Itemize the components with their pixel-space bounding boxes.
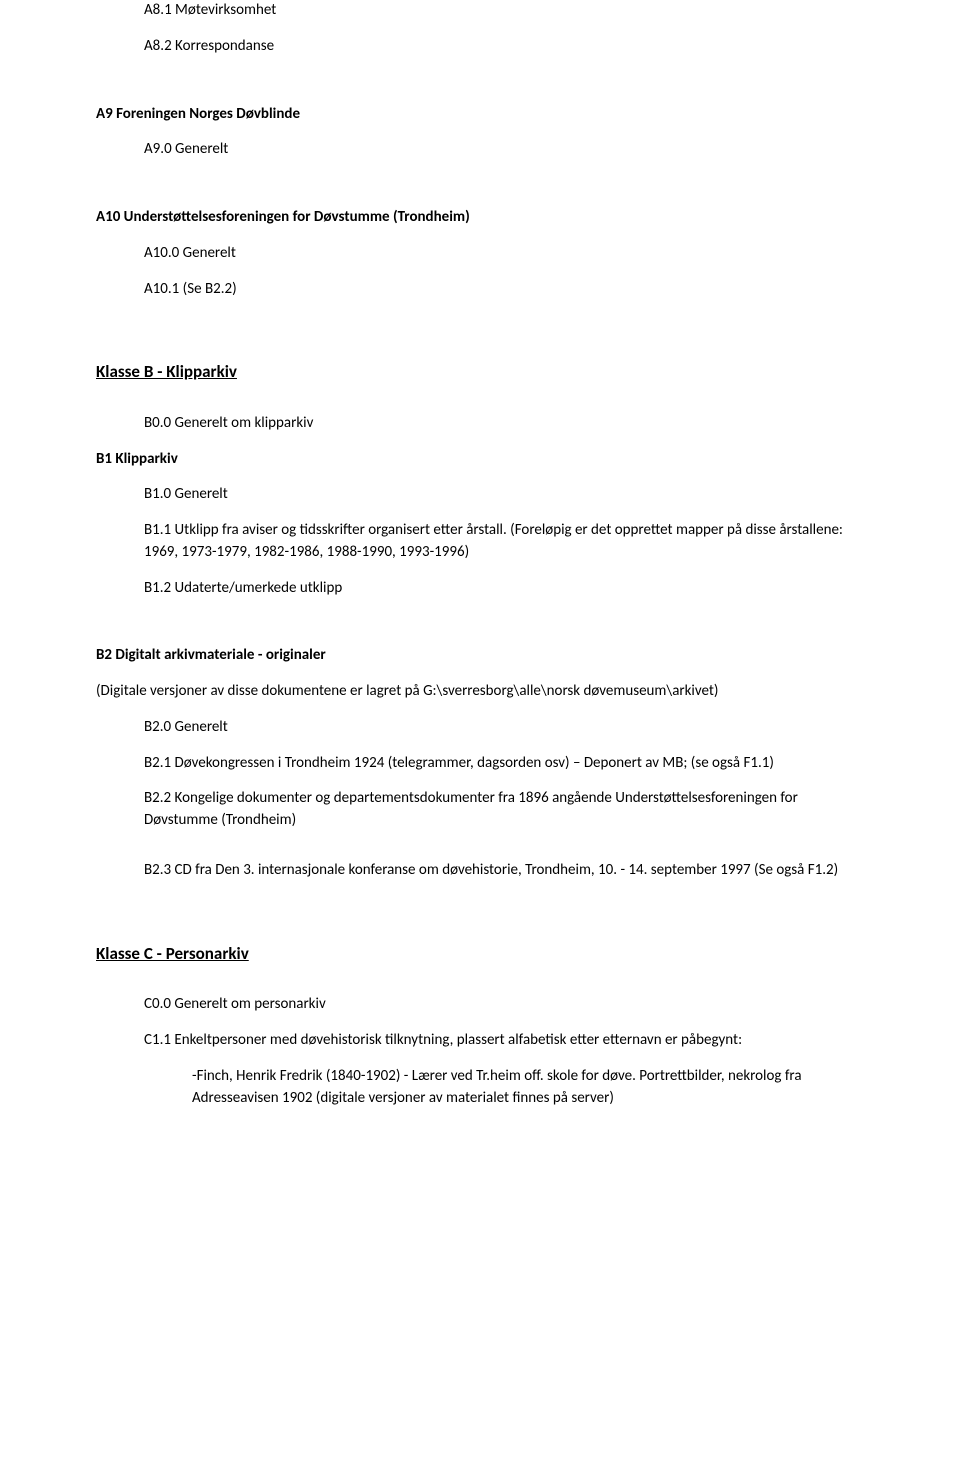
entry-b1-0: B1.0 Generelt	[144, 484, 864, 506]
entry-b2-2: B2.2 Kongelige dokumenter og departement…	[144, 788, 864, 832]
entry-b0-0: B0.0 Generelt om klipparkiv	[144, 413, 864, 435]
section-b1-title: B1 Klipparkiv	[96, 449, 864, 471]
entry-a9-0: A9.0 Generelt	[144, 139, 864, 161]
entry-b2-3: B2.3 CD fra Den 3. internasjonale konfer…	[144, 860, 864, 882]
entry-a10-1: A10.1 (Se B2.2)	[144, 279, 864, 301]
heading-klasse-b: Klasse B - Klipparkiv	[96, 360, 864, 385]
section-a10-title: A10 Understøttelsesforeningen for Døvstu…	[96, 207, 864, 229]
entry-a8-2: A8.2 Korrespondanse	[144, 36, 864, 58]
entry-b2-0: B2.0 Generelt	[144, 717, 864, 739]
entry-b1-2: B1.2 Udaterte/umerkede utklipp	[144, 578, 864, 600]
heading-klasse-c: Klasse C - Personarkiv	[96, 942, 864, 967]
entry-b2-1: B2.1 Døvekongressen i Trondheim 1924 (te…	[144, 753, 864, 775]
entry-c0-0: C0.0 Generelt om personarkiv	[144, 994, 864, 1016]
section-a9-title: A9 Foreningen Norges Døvblinde	[96, 104, 864, 126]
entry-b1-1: B1.1 Utklipp fra aviser og tidsskrifter …	[144, 520, 864, 564]
entry-a8-1: A8.1 Møtevirksomhet	[144, 0, 864, 22]
entry-c1-1: C1.1 Enkeltpersoner med døvehistorisk ti…	[144, 1030, 864, 1052]
entry-c1-1-sub: -Finch, Henrik Fredrik (1840-1902) - Lær…	[192, 1066, 864, 1110]
entry-a10-0: A10.0 Generelt	[144, 243, 864, 265]
section-b2-title: B2 Digitalt arkivmateriale - originaler	[96, 645, 864, 667]
note-b2: (Digitale versjoner av disse dokumentene…	[96, 681, 864, 703]
